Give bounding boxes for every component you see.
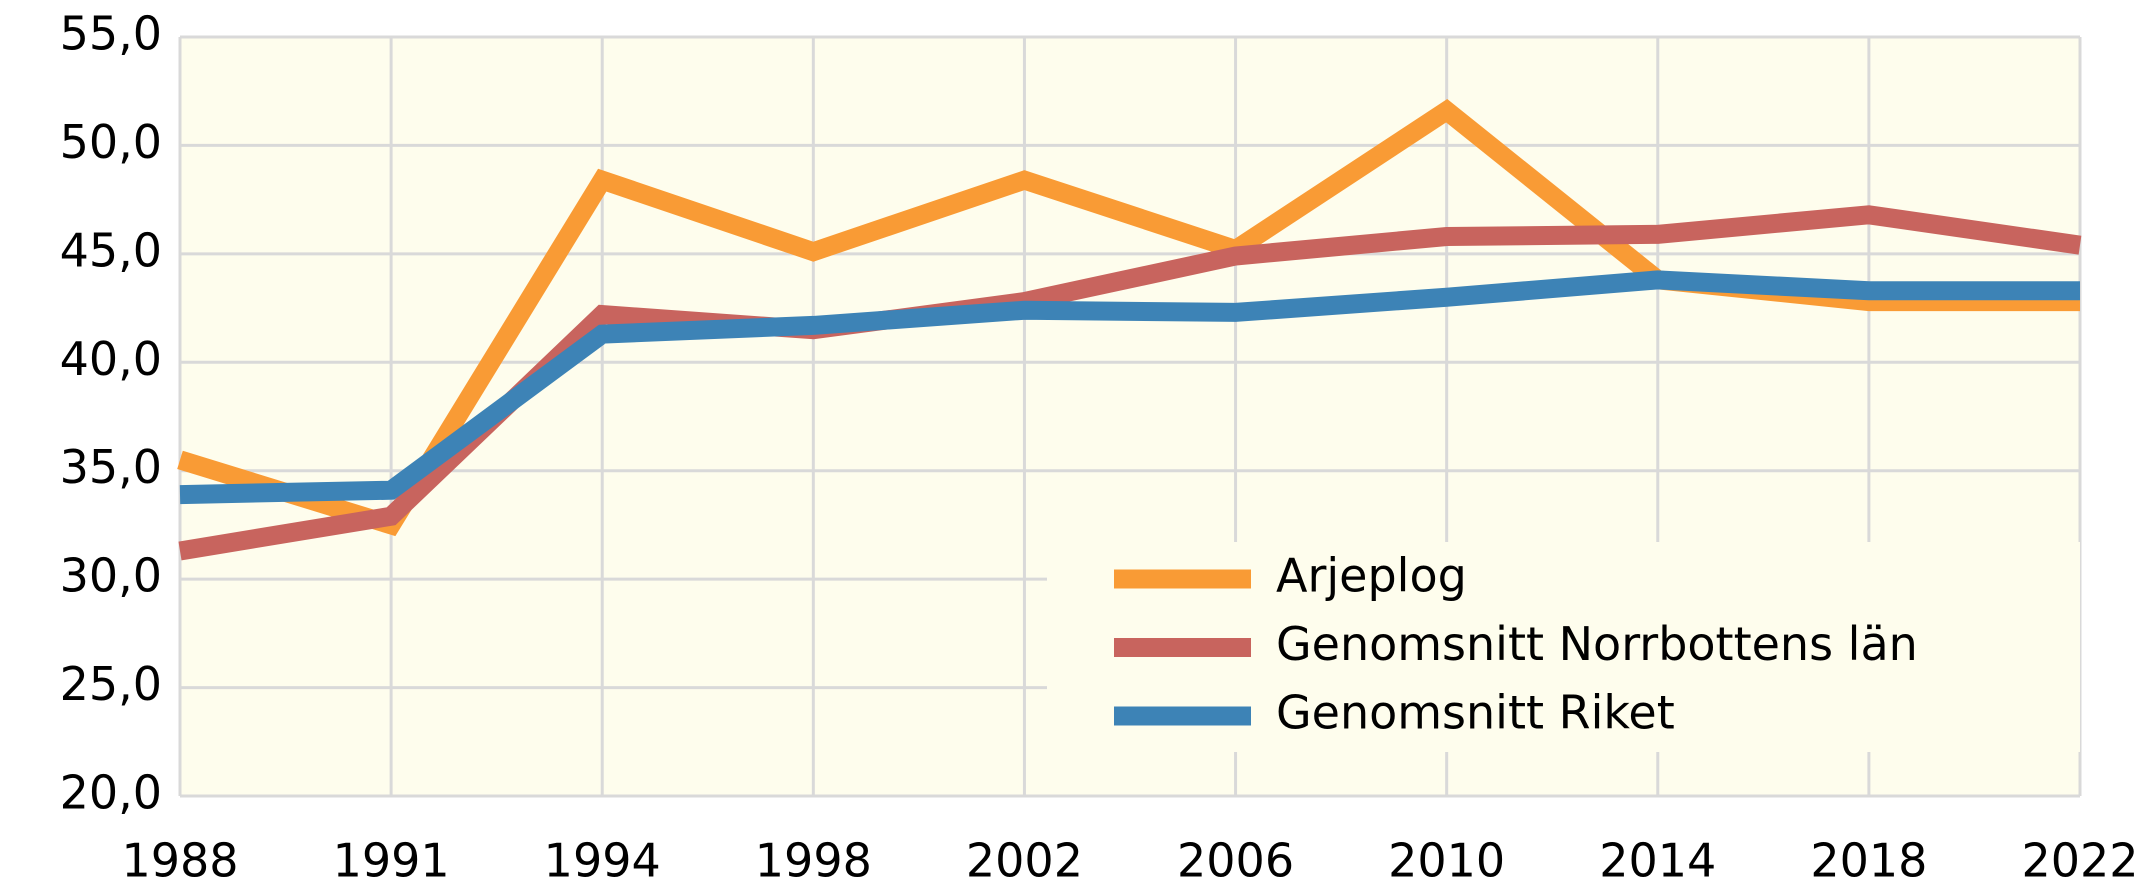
y-tick-label: 30,0	[60, 549, 162, 603]
x-tick-label: 1998	[755, 834, 872, 886]
x-tick-label: 2002	[966, 834, 1083, 886]
x-tick-label: 1988	[121, 834, 238, 886]
x-tick-label: 1991	[333, 834, 450, 886]
y-tick-label: 55,0	[60, 7, 162, 61]
y-tick-label: 20,0	[60, 766, 162, 820]
x-tick-label: 2022	[2021, 834, 2138, 886]
x-tick-label: 2018	[1810, 834, 1927, 886]
x-tick-label: 2006	[1177, 834, 1294, 886]
y-tick-label: 50,0	[60, 115, 162, 169]
legend-label: Arjeplog	[1276, 549, 1467, 603]
series-line	[179, 270, 2080, 505]
x-tick-label: 2010	[1388, 834, 1505, 886]
x-tick-label: 1994	[544, 834, 661, 886]
y-tick-label: 35,0	[60, 440, 162, 494]
y-tick-label: 40,0	[60, 332, 162, 386]
legend-label: Genomsnitt Riket	[1276, 686, 1675, 740]
y-tick-label: 25,0	[60, 657, 162, 711]
legend-label: Genomsnitt Norrbottens län	[1276, 617, 1918, 671]
x-tick-label: 2014	[1599, 834, 1716, 886]
y-tick-label: 45,0	[60, 223, 162, 277]
